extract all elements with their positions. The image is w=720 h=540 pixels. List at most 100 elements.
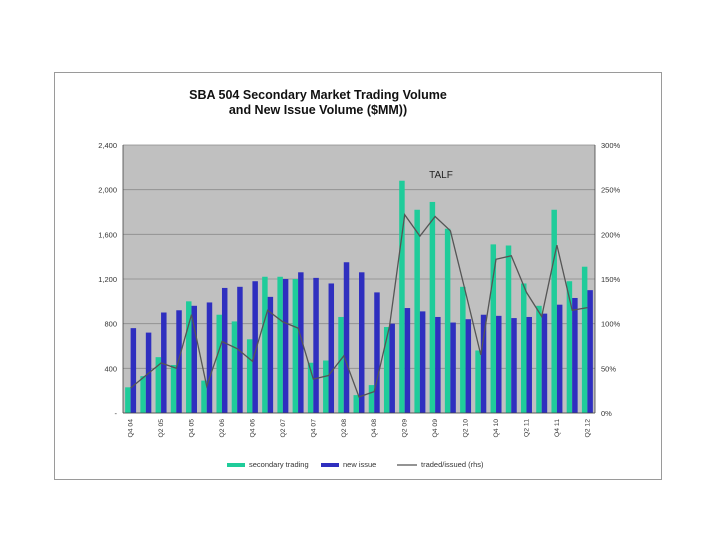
bar-secondary-trading xyxy=(277,276,283,413)
x-tick-label: Q2 12 xyxy=(584,419,591,438)
bar-secondary-trading xyxy=(246,339,253,413)
legend-swatch-secondary xyxy=(227,463,245,467)
bar-secondary-trading xyxy=(231,321,238,413)
bar-new-issue xyxy=(572,297,578,413)
secondary-trading-bars xyxy=(125,180,588,413)
bar-new-issue xyxy=(480,314,487,413)
chart-frame: SBA 504 Secondary Market Trading Volume … xyxy=(54,72,662,480)
bar-new-issue xyxy=(252,281,258,413)
bar-new-issue xyxy=(176,310,182,413)
bar-new-issue xyxy=(343,262,350,413)
y-left-tick-label: 400 xyxy=(104,364,117,373)
x-tick-label: Q4 09 xyxy=(432,419,439,438)
bar-new-issue xyxy=(237,286,243,413)
bar-secondary-trading xyxy=(338,316,344,413)
bar-new-issue xyxy=(556,304,563,413)
bar-new-issue xyxy=(374,292,380,413)
bar-new-issue xyxy=(282,279,289,413)
bar-secondary-trading xyxy=(581,266,588,413)
x-tick-label: Q4 11 xyxy=(554,419,561,437)
x-tick-label: Q2 05 xyxy=(158,419,165,438)
y-left-tick-label: 2,000 xyxy=(98,186,117,195)
bar-secondary-trading xyxy=(323,360,329,413)
x-tick-label: Q4 04 xyxy=(128,419,135,438)
x-tick-label: Q4 06 xyxy=(249,419,256,438)
bar-secondary-trading xyxy=(429,201,436,413)
axes: - 400 800 1,200 1,600 2,000 2,400 0% 50% 100% 150%… xyxy=(98,141,620,438)
bar-new-issue xyxy=(298,272,304,413)
bar-new-issue xyxy=(419,311,426,413)
chart-subtitle: and New Issue Volume ($MM)) xyxy=(229,103,407,117)
bar-secondary-trading xyxy=(262,276,268,413)
y-right-tick-label: 300% xyxy=(601,141,621,150)
x-tick-label: Q4 10 xyxy=(493,419,500,438)
bar-new-issue xyxy=(389,323,395,413)
bar-secondary-trading xyxy=(353,395,359,413)
bar-new-issue xyxy=(313,277,319,413)
y-right-tick-label: 250% xyxy=(601,186,621,195)
bar-secondary-trading xyxy=(140,376,146,413)
y-left-tick-label: 2,400 xyxy=(98,141,117,150)
y-left-tick-label: 1,600 xyxy=(98,230,117,239)
x-tick-label: Q4 07 xyxy=(310,419,317,438)
bar-secondary-trading xyxy=(201,380,207,413)
y-right-tick-label: 50% xyxy=(601,364,616,373)
bar-new-issue xyxy=(161,312,167,413)
bar-secondary-trading xyxy=(155,357,162,413)
x-tick-label: Q4 05 xyxy=(189,419,196,438)
y-right-tick-label: 200% xyxy=(601,230,621,239)
x-tick-label: Q2 08 xyxy=(341,419,348,438)
ratio-series-line xyxy=(130,212,588,398)
bar-new-issue xyxy=(221,287,228,413)
bar-new-issue xyxy=(267,296,274,413)
chart-title: SBA 504 Secondary Market Trading Volume xyxy=(189,88,447,102)
bar-secondary-trading xyxy=(170,364,177,413)
bar-secondary-trading xyxy=(490,244,497,413)
bar-secondary-trading xyxy=(521,283,527,413)
bar-new-issue xyxy=(359,272,365,413)
bar-new-issue xyxy=(191,305,197,413)
talf-annotation: TALF xyxy=(429,170,453,181)
bar-secondary-trading xyxy=(216,314,222,413)
bar-secondary-trading xyxy=(444,228,451,413)
y-right-tick-label: 0% xyxy=(601,409,612,418)
bar-secondary-trading xyxy=(292,279,299,413)
bar-new-issue xyxy=(496,315,502,413)
y-right-tick-label: 100% xyxy=(601,320,621,329)
bar-new-issue xyxy=(526,316,532,413)
new-issue-bars xyxy=(130,262,593,413)
x-tick-label: Q2 06 xyxy=(219,419,226,438)
bar-secondary-trading xyxy=(566,281,573,413)
chart-svg: SBA 504 Secondary Market Trading Volume … xyxy=(98,88,620,469)
bar-secondary-trading xyxy=(460,286,466,413)
x-tick-label: Q2 11 xyxy=(523,419,530,437)
bar-new-issue xyxy=(511,318,517,413)
bar-new-issue xyxy=(130,328,137,413)
bar-new-issue xyxy=(465,319,472,413)
legend: secondary trading new issue traded/issue… xyxy=(227,460,484,469)
bar-new-issue xyxy=(404,308,411,413)
bar-secondary-trading xyxy=(186,301,192,413)
legend-swatch-new-issue xyxy=(321,463,339,467)
bar-secondary-trading xyxy=(368,385,375,413)
x-tick-label: Q2 07 xyxy=(280,419,287,438)
y-right-tick-label: 150% xyxy=(601,275,621,284)
legend-label-ratio: traded/issued (rhs) xyxy=(421,460,484,469)
bar-new-issue xyxy=(541,313,548,413)
bar-secondary-trading xyxy=(475,350,481,413)
bar-secondary-trading xyxy=(399,180,405,413)
bar-secondary-trading xyxy=(383,327,390,413)
bar-new-issue xyxy=(206,302,213,413)
x-tick-label: Q4 08 xyxy=(371,419,378,438)
bar-secondary-trading xyxy=(505,245,512,413)
bar-new-issue xyxy=(450,322,456,413)
bar-new-issue xyxy=(435,316,441,413)
bar-secondary-trading xyxy=(536,305,542,413)
y-left-tick-label: - xyxy=(115,409,118,418)
x-tick-label: Q2 10 xyxy=(463,419,470,438)
bar-secondary-trading xyxy=(307,362,314,413)
ratio-line xyxy=(130,212,588,398)
bar-secondary-trading xyxy=(414,209,420,413)
y-left-tick-label: 800 xyxy=(104,320,117,329)
x-tick-label: Q2 09 xyxy=(402,419,409,438)
